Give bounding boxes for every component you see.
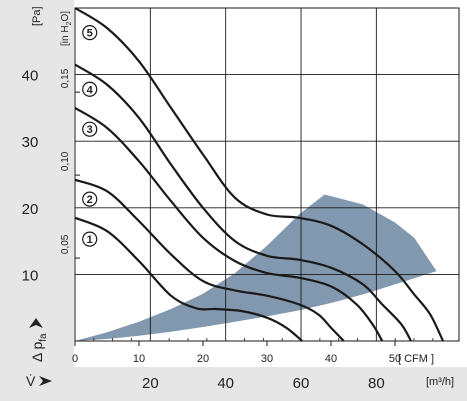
y-unit-pa: [Pa] <box>31 6 43 26</box>
curve-3 <box>74 106 384 342</box>
tick-label-cfm-0: 0 <box>72 353 78 365</box>
curve-marker-2 <box>82 191 98 207</box>
tick-label-pa-10: 10 <box>22 267 39 284</box>
y-axis-label: Δ pfa <box>29 333 49 362</box>
left-axis-band <box>0 0 74 401</box>
y-unit-inh2o: [in H2O] <box>60 11 73 46</box>
x-unit-cfm: [ CFM ] <box>398 353 434 365</box>
x-unit-m3h: [m³/h] <box>426 376 454 388</box>
tick-label-inh2o: 0,05 <box>60 234 71 254</box>
bottom-axis-band <box>0 367 467 401</box>
tick-label-cfm-50: 50 <box>389 353 401 365</box>
tick-label-m3h-60: 60 <box>293 375 310 392</box>
operating-region <box>75 194 437 341</box>
curve-label-1: 1 <box>87 234 93 246</box>
curve-label-3: 3 <box>87 124 93 136</box>
tick-label-pa-20: 20 <box>22 201 39 218</box>
curve-marker-5 <box>82 25 98 41</box>
tick-label-pa-30: 30 <box>22 134 39 151</box>
tick-label-cfm-10: 10 <box>133 353 145 365</box>
tick-label-pa-40: 40 <box>22 68 39 85</box>
curve-label-4: 4 <box>87 84 94 96</box>
tick-label-cfm-20: 20 <box>197 353 209 365</box>
y-axis-arrow <box>29 318 43 328</box>
curve-1 <box>74 216 303 342</box>
x-axis-label: V̇ <box>26 373 36 389</box>
curve-2 <box>74 178 345 342</box>
tick-label-m3h-20: 20 <box>142 375 159 392</box>
tick-label-cfm-40: 40 <box>325 353 337 365</box>
curve-4 <box>74 63 412 342</box>
curve-marker-3 <box>82 121 98 137</box>
curve-5 <box>74 7 444 342</box>
x-axis-arrow <box>39 376 52 386</box>
curve-label-2: 2 <box>87 194 93 206</box>
tick-label-inh2o: 0,15 <box>60 68 71 88</box>
curve-label-5: 5 <box>87 28 93 40</box>
tick-label-m3h-80: 80 <box>368 375 385 392</box>
tick-label-cfm-30: 30 <box>261 353 273 365</box>
tick-label-inh2o: 0,10 <box>60 151 71 171</box>
curve-marker-1 <box>82 231 98 247</box>
curve-marker-4 <box>82 81 98 97</box>
tick-label-m3h-40: 40 <box>217 375 234 392</box>
